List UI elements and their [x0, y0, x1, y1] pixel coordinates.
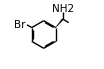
Polygon shape [56, 19, 63, 28]
Text: NH2: NH2 [52, 4, 74, 14]
Text: Br: Br [14, 20, 26, 30]
